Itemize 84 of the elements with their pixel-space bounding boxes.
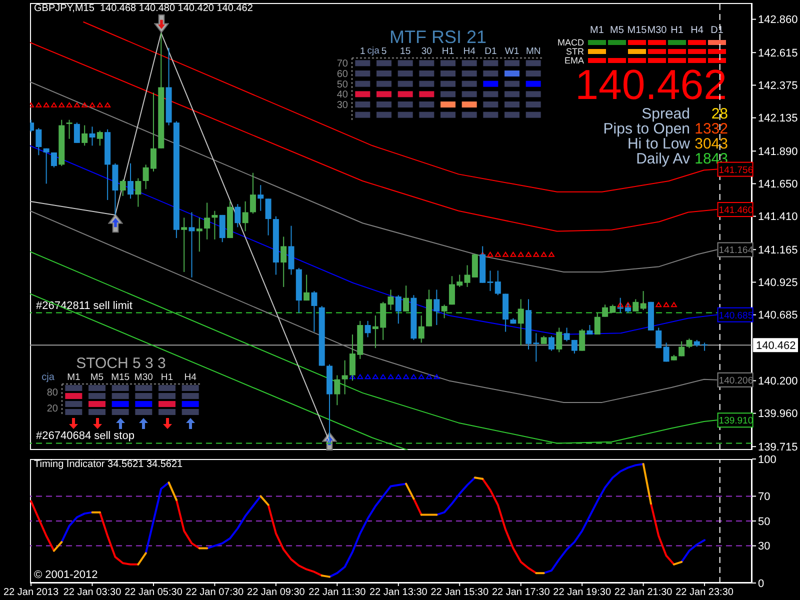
ref-line-label: 140.462 (756, 340, 796, 352)
y-tick-label: 142.860 (758, 14, 798, 26)
x-tick-label: 22 Jan 2013 (3, 587, 59, 598)
x-tick-label: 1 (360, 46, 366, 57)
data-label: 139.910 (718, 416, 754, 427)
y-tick-label: 142.375 (758, 80, 798, 92)
x-tick-label: H1 (160, 372, 174, 383)
y-tick-label: 142.615 (758, 47, 798, 60)
x-tick-label: H4 (463, 46, 476, 57)
annotation: cja (367, 44, 380, 56)
x-tick-label: 22 Jan 03:30 (63, 587, 122, 598)
y-tick-label: 141.890 (758, 146, 798, 158)
y-tick-label: 140.925 (758, 277, 798, 290)
x-tick-label: 30 (421, 46, 432, 57)
annotation: Daily Av (636, 150, 690, 168)
x-tick-label: 22 Jan 07:30 (186, 587, 244, 598)
y-tick-label: 140.200 (758, 376, 798, 388)
annotation: cja (42, 372, 54, 383)
annotation: M15 (627, 25, 647, 36)
data-label: 140.206 (718, 375, 754, 386)
annotation: Spread (642, 106, 690, 122)
ref-line-label: #26740684 sell stop (36, 430, 134, 442)
y-tick-label: 50 (758, 516, 770, 528)
x-tick-label: 22 Jan 13:30 (369, 587, 428, 598)
annotation: H4 (690, 25, 704, 36)
x-tick-label: H1 (442, 46, 454, 57)
y-tick-label: 100 (758, 454, 776, 466)
annotation: Pips to Open (603, 120, 690, 138)
x-tick-label: W1 (504, 46, 520, 57)
y-tick-label: 80 (46, 388, 58, 399)
y-tick-label: 30 (336, 100, 348, 112)
x-tick-label: MN (526, 46, 541, 57)
data-label: 141.756 (718, 164, 754, 176)
y-tick-label: 40 (336, 90, 348, 101)
annotation: M1 (590, 25, 604, 36)
x-tick-label: 22 Jan 17:30 (492, 587, 550, 598)
y-tick-label: 141.410 (758, 211, 798, 224)
annotation: MACD (558, 37, 584, 47)
annotation: EMA (564, 55, 584, 65)
y-tick-label: 60 (336, 69, 348, 80)
y-tick-label: 141.650 (758, 178, 798, 191)
x-tick-label: H4 (184, 372, 196, 383)
y-tick-label: 139.715 (758, 442, 798, 454)
y-tick-label: 140.685 (758, 310, 798, 322)
annotation: M5 (610, 25, 624, 36)
y-tick-label: 70 (336, 58, 348, 70)
annotation: STR (566, 46, 584, 56)
x-tick-label: 22 Jan 23:30 (676, 587, 734, 598)
annotation: © 2001-2012 (34, 569, 98, 581)
x-tick-label: 22 Jan 15:30 (430, 587, 489, 598)
x-tick-label: 22 Jan 19:30 (553, 587, 612, 598)
x-tick-label: M1 (67, 372, 80, 383)
chart-title: Timing Indicator 34.5621 34.5621 (34, 459, 183, 470)
x-tick-label: M15 (111, 372, 130, 383)
annotation: D1 (710, 25, 724, 36)
x-tick-label: 5 (381, 46, 387, 57)
x-tick-label: 22 Jan 21:30 (614, 587, 673, 598)
y-tick-label: 141.165 (758, 244, 798, 256)
data-label: 141.164 (718, 245, 754, 256)
annotation: 3043 (694, 136, 728, 152)
y-tick-label: 142.135 (758, 112, 798, 125)
annotation: Hi to Low (627, 136, 690, 152)
x-tick-label: 15 (400, 46, 411, 57)
data-label: 140.685 (718, 310, 754, 322)
annotation: H1 (670, 25, 684, 36)
x-tick-label: M30 (134, 372, 153, 383)
y-tick-label: 70 (758, 491, 770, 504)
y-tick-label: 20 (46, 404, 58, 415)
y-tick-label: 50 (336, 79, 348, 90)
annotation: 1332 (694, 120, 728, 138)
chart-title: STOCH 5 3 3 (76, 355, 166, 372)
x-tick-label: 22 Jan 11:30 (308, 587, 366, 598)
annotation: M30 (647, 25, 667, 36)
y-tick-label: 139.960 (758, 408, 798, 420)
y-tick-label: 0 (758, 578, 764, 590)
x-tick-label: M5 (90, 372, 104, 383)
y-tick-label: 30 (758, 540, 770, 553)
x-tick-label: D1 (484, 46, 497, 57)
chart-title: GBPJPY,M15 140.468 140.480 140.420 140.462 (34, 3, 253, 14)
x-tick-label: 22 Jan 09:30 (247, 587, 306, 598)
data-label: 141.460 (718, 205, 754, 216)
annotation: 28 (711, 106, 728, 122)
x-tick-label: 22 Jan 05:30 (124, 587, 183, 598)
chart-title: MTF RSI 21 (389, 27, 487, 47)
